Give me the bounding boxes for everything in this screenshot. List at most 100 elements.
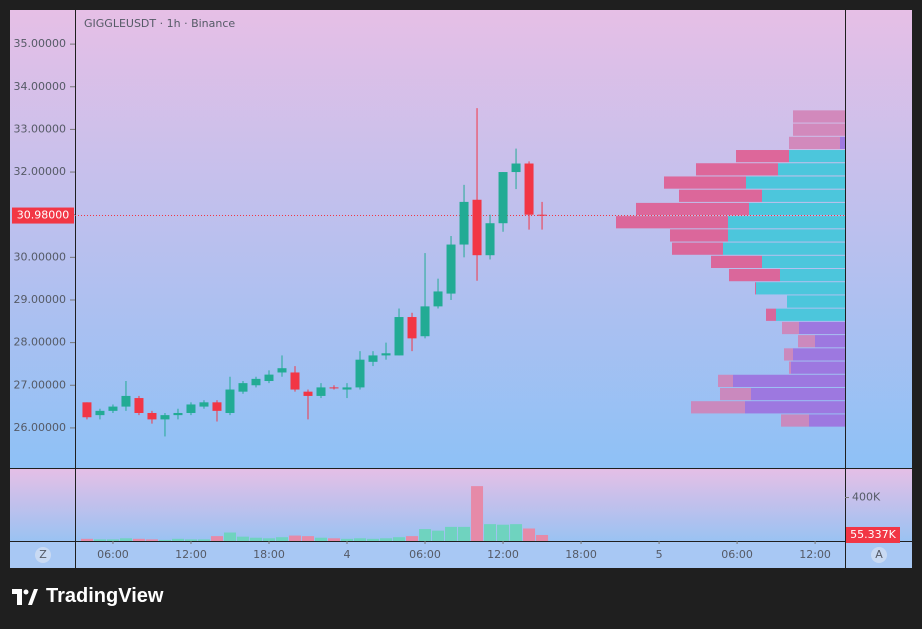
plot: 26.00000 27.00000 28.00000 29.00000 30.00000… [12,37,900,561]
volume-bar [315,537,328,541]
volume-bar [458,526,471,541]
candle-body [264,374,274,382]
volume-bar [393,537,406,541]
candle-body [472,199,482,256]
volume-bar [302,536,315,541]
profile-down [670,229,728,242]
button-z-label[interactable]: Z [39,548,47,561]
candle-body [147,412,157,420]
profile-up [723,242,845,255]
volume-bar [328,538,341,541]
candle-body [329,387,339,389]
brand-logo[interactable]: TradingView [12,585,163,608]
candle-body [524,163,534,215]
profile-down [789,136,840,150]
profile-down [711,255,762,268]
profile-down [736,150,789,163]
last-volume-box [846,526,900,543]
profile-down [696,163,778,176]
candle-body [355,359,365,388]
candle-body [537,214,547,216]
volume-bar [497,524,510,541]
y-tick-label: 26.00000 [14,421,67,434]
button-z[interactable] [35,547,51,563]
x-tick-label: 06:00 [409,548,441,561]
profile-down [782,321,799,335]
volume-bar [223,532,236,541]
brand-icon [12,588,38,605]
y-tick-label: 32.00000 [14,165,67,178]
profile-down [691,401,745,414]
button-a-label[interactable]: A [875,548,883,561]
volume-bar [275,537,288,541]
volume-bar [236,536,249,541]
volume-bar [484,524,497,541]
brand-name: TradingView [46,585,164,607]
x-tick-label: 12:00 [175,548,207,561]
x-tick-label: 4 [344,548,351,561]
candle-body [186,404,196,413]
profile-up [776,308,845,321]
profile-up [728,216,845,229]
candle-body [290,372,300,390]
profile-down [766,308,776,321]
volume-bar [93,539,106,541]
candle-body [238,383,248,392]
y-tick-label: 29.00000 [14,293,67,306]
candle-body [459,201,469,245]
profile-down [636,202,749,216]
candle-body [95,410,105,416]
time-axis [10,541,912,568]
volume-bar [510,524,523,541]
volume-bar [445,526,458,541]
y-tick-label: 34.00000 [14,80,67,93]
candle-body [160,415,170,420]
candle-body [251,378,261,386]
volume-bar [536,534,549,541]
profile-down [720,387,751,401]
candle-body [121,395,131,407]
volume-bar [523,528,536,541]
candle-body [199,402,209,407]
volume-bar [432,530,445,541]
profile-down [793,110,845,123]
x-tick-label: 12:00 [487,548,519,561]
volume-bar [262,538,275,541]
profile-up [762,255,845,268]
x-tick-label: 06:00 [721,548,753,561]
profile-up [787,295,845,308]
volume-bar [471,486,484,541]
profile-up [745,401,845,414]
volume-bar [197,539,210,541]
profile-down [789,361,791,374]
last-price-box [12,207,74,224]
y-tick-label: 30.00000 [14,250,67,263]
x-tick-label: 06:00 [97,548,129,561]
profile-up [746,176,845,189]
button-a[interactable] [871,547,887,563]
profile-down [784,348,793,361]
volume-bar [132,538,145,541]
profile-up [733,374,845,387]
profile-up [799,321,845,335]
pane-borders [10,10,912,568]
candle-body [134,398,144,413]
profile-down [798,335,815,348]
profile-down [755,282,756,295]
candle-body [303,391,313,396]
y-tick-label: 28.00000 [14,336,67,349]
volume-bar [210,536,223,541]
profile-down [664,176,746,189]
volume-bar [380,538,393,541]
volume-bar [367,538,380,541]
x-tick-label: 5 [656,548,663,561]
profile-up [762,189,845,202]
candle-body [225,389,235,413]
profile-up [749,202,845,216]
y-tick-label: 33.00000 [14,122,67,135]
candle-body [277,368,287,373]
candle-body [394,317,404,356]
volume-bar [106,539,119,541]
candle-body [407,317,417,339]
